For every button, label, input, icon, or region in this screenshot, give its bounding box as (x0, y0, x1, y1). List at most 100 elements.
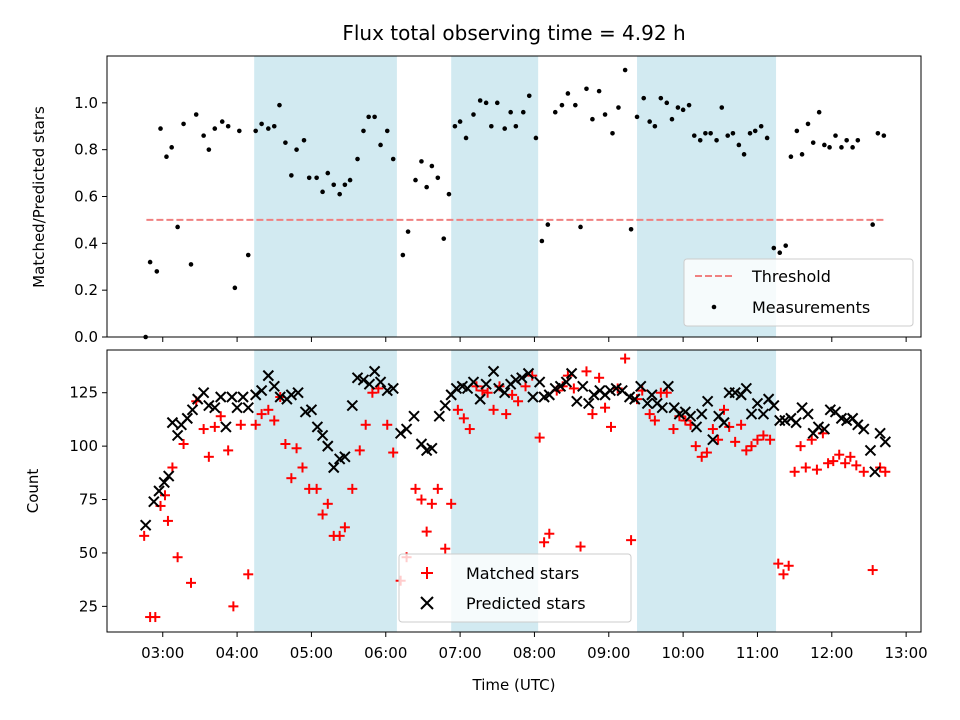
predicted-point-b (554, 380, 567, 393)
predicted-point-b (299, 406, 312, 418)
matched-point (701, 447, 712, 458)
measurement-point (294, 147, 299, 152)
predicted-point (499, 387, 511, 399)
predicted-point (387, 382, 399, 395)
measurement-point (719, 105, 725, 110)
predicted-point-b (171, 429, 184, 442)
measurement-point (675, 105, 681, 110)
measurement-point (652, 123, 658, 129)
threshold-legend-label: Threshold (751, 267, 831, 286)
matched-point (527, 370, 538, 381)
predicted-point (673, 408, 686, 420)
matched-point (178, 439, 189, 449)
measurement-point (777, 250, 783, 255)
matched-point (223, 445, 234, 456)
measurement-point (277, 102, 282, 108)
predicted-point-b (166, 416, 179, 429)
predicted-point (408, 410, 420, 422)
predicted-point (203, 399, 215, 412)
y-tick-label: 1.0 (74, 94, 98, 112)
predicted-point (433, 410, 445, 422)
measurement-point (788, 154, 794, 159)
predicted-point-b (374, 376, 387, 388)
bottom-legend: Matched stars Predicted stars (398, 553, 632, 623)
predicted-point (237, 391, 249, 403)
measurement-point (188, 262, 194, 267)
x-tick-label: 09:00 (587, 644, 630, 662)
y-tick-label: 0.4 (74, 234, 98, 252)
predicted-point-b (796, 401, 808, 414)
predicted-point-b (729, 387, 741, 399)
matched-point (696, 451, 707, 462)
predicted-point-b (305, 404, 318, 416)
predicted-point (818, 423, 831, 435)
x-axis-label: Time (UTC) (472, 676, 556, 694)
measurement-point (602, 112, 608, 117)
measurement-point (513, 123, 519, 129)
measurement-point (559, 102, 565, 108)
predicted-point (751, 397, 764, 410)
predicted-point (374, 376, 387, 388)
bottom-legend-box (398, 553, 632, 623)
measurement-point (747, 130, 753, 136)
predicted-stars-series (139, 365, 892, 531)
measurement-point (361, 128, 366, 134)
predicted-point (812, 421, 825, 433)
predicted-point (316, 429, 329, 442)
predicted-point (162, 470, 175, 482)
measurement-point (219, 119, 225, 124)
predicted-point-b (835, 412, 848, 425)
predicted-point-b (209, 401, 221, 414)
predicted-point (522, 367, 535, 380)
matched-point (587, 409, 598, 420)
predicted-point-b (616, 384, 628, 397)
predicted-point-b (858, 423, 870, 435)
matched-point (280, 439, 291, 449)
predicted-point-b (346, 399, 359, 412)
top-y-ticks: 0.0 0.2 0.4 0.6 0.8 1.0 (74, 94, 107, 346)
measurement-point (610, 130, 615, 136)
predicted-point (346, 399, 359, 412)
x-tick-label: 08:00 (513, 644, 556, 662)
matched-point (256, 409, 267, 420)
measurement-point (271, 123, 277, 129)
bottom-y-ticks: 25 50 75 100 125 (69, 384, 107, 615)
predicted-point-b (690, 421, 703, 433)
predicted-point (480, 378, 492, 390)
matched-point (562, 370, 573, 381)
predicted-point (220, 421, 232, 433)
predicted-point-b (322, 440, 334, 452)
predicted-point-b (450, 382, 463, 395)
matched-point (758, 430, 769, 441)
matched-point (421, 526, 432, 537)
measurement-point (457, 119, 463, 124)
predicted-point-b (762, 393, 775, 405)
measurement-point (730, 130, 736, 136)
predicted-point (197, 387, 210, 399)
y-tick-label: 100 (69, 437, 98, 455)
matched-point (360, 419, 371, 430)
predicted-point (662, 380, 674, 393)
measurement-point (658, 95, 664, 101)
measurement-point (366, 114, 371, 120)
predicted-point-b (400, 423, 413, 435)
matched-point (840, 458, 851, 469)
predicted-point (305, 404, 318, 416)
predicted-point (268, 380, 280, 393)
measurement-point (331, 182, 337, 188)
matched-point (311, 483, 322, 494)
predicted-point-b (745, 408, 758, 420)
measurement-point (259, 121, 264, 127)
matched-point (811, 464, 822, 475)
predicted-point-b (237, 391, 249, 403)
matched-point (167, 462, 178, 473)
predicted-point (493, 382, 505, 395)
matched-point (243, 569, 254, 580)
measurement-point (471, 112, 476, 117)
y-tick-label: 25 (79, 597, 98, 615)
matched-point (139, 530, 150, 541)
predicted-point-b (499, 387, 511, 399)
measurement-point (306, 175, 312, 181)
predicted-point (285, 389, 298, 401)
